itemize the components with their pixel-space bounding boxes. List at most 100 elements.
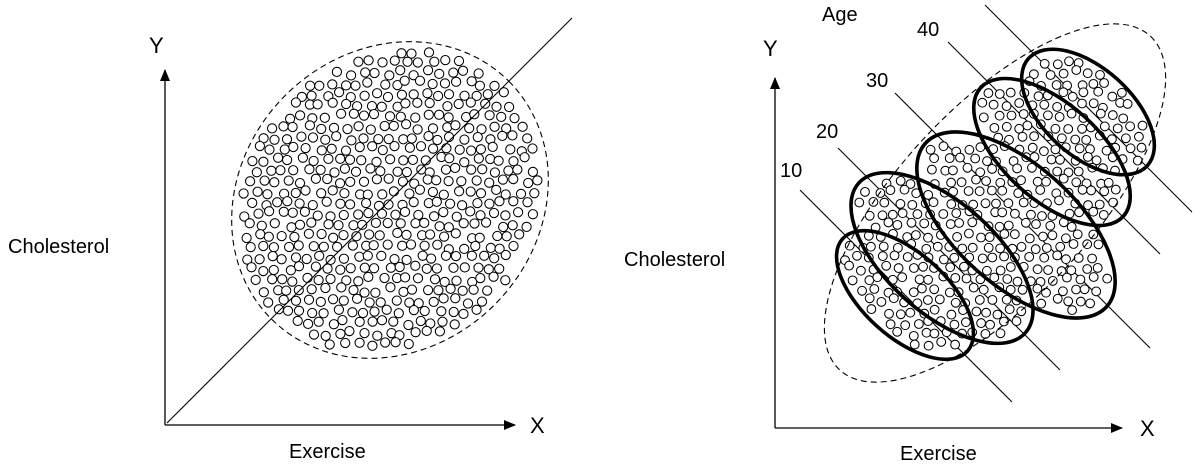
left-data-point — [428, 211, 440, 222]
left-data-point — [459, 134, 470, 145]
left-data-point — [368, 263, 380, 274]
right-data-point — [1094, 199, 1105, 210]
right-data-point — [1038, 231, 1048, 242]
left-data-point — [408, 89, 419, 100]
right-data-point — [1026, 209, 1036, 220]
right-data-point — [895, 198, 906, 209]
left-data-point — [432, 239, 443, 250]
left-data-point — [507, 130, 518, 141]
right-data-point — [884, 308, 894, 319]
right-data-point — [1020, 217, 1031, 228]
right-data-point — [1088, 78, 1099, 89]
left-data-point — [419, 240, 430, 251]
right-data-point — [1066, 108, 1077, 119]
left-data-point — [473, 68, 484, 79]
left-data-point — [383, 199, 394, 210]
left-data-point — [438, 231, 450, 242]
right-data-point — [1107, 91, 1118, 102]
right-data-point — [869, 284, 880, 294]
right-data-point — [1005, 262, 1016, 272]
left-data-point — [302, 272, 313, 284]
left-data-point — [389, 140, 400, 152]
left-data-point — [310, 173, 322, 184]
right-data-point — [1088, 98, 1099, 109]
right-data-point — [991, 198, 1001, 209]
right-y-variable-label: Cholesterol — [624, 249, 725, 271]
left-data-point — [266, 165, 277, 176]
right-data-point — [1079, 284, 1090, 295]
right-data-point — [961, 273, 972, 284]
left-data-point — [377, 144, 388, 156]
left-data-point — [399, 75, 410, 86]
left-data-point — [427, 123, 439, 134]
right-data-point — [1039, 99, 1050, 110]
right-data-point — [960, 317, 971, 328]
left-data-point — [459, 262, 470, 273]
left-data-point — [485, 153, 496, 165]
right-data-point — [1088, 206, 1099, 217]
left-data-point — [440, 250, 452, 261]
left-data-point — [385, 262, 397, 273]
right-data-point — [897, 272, 908, 283]
left-data-point — [424, 97, 435, 109]
left-data-point — [527, 143, 538, 154]
left-data-point — [359, 90, 370, 101]
right-data-point — [1091, 286, 1102, 297]
right-data-point — [921, 243, 932, 254]
left-data-point — [282, 196, 293, 207]
left-data-point — [450, 228, 461, 239]
right-data-point — [1022, 120, 1033, 131]
left-data-point — [465, 145, 477, 156]
right-data-point — [1075, 296, 1086, 307]
left-data-point — [358, 110, 370, 121]
left-data-point — [476, 296, 488, 307]
right-data-point — [902, 252, 913, 262]
right-data-point — [866, 304, 877, 315]
left-data-point — [448, 67, 459, 78]
left-data-point — [457, 285, 468, 296]
left-data-point — [401, 166, 413, 178]
left-data-point — [403, 338, 414, 350]
left-data-point — [338, 253, 350, 264]
age-group-title: Age — [822, 4, 858, 26]
age-group-20-ellipse — [849, 170, 1035, 346]
left-data-point — [327, 294, 339, 305]
left-data-point — [475, 272, 486, 284]
left-data-point — [450, 250, 462, 262]
left-data-point — [412, 97, 423, 108]
right-data-point — [1060, 233, 1071, 244]
right-data-point — [892, 326, 903, 337]
left-data-point — [331, 241, 343, 253]
right-data-point — [992, 309, 1003, 320]
left-data-point — [475, 210, 486, 221]
right-data-point — [1041, 287, 1051, 298]
left-data-point — [269, 177, 280, 188]
right-data-point — [1068, 239, 1079, 249]
right-data-point — [1067, 305, 1078, 316]
left-data-point — [523, 177, 534, 189]
right-data-point — [950, 339, 961, 350]
right-data-point — [908, 263, 919, 273]
left-data-point — [319, 112, 330, 123]
right-data-point — [879, 197, 890, 208]
right-data-point — [1093, 239, 1104, 250]
left-data-point — [254, 254, 265, 265]
right-data-point — [1077, 184, 1088, 195]
left-data-point — [412, 124, 423, 135]
right-data-point — [1018, 109, 1029, 119]
left-population-cloud — [231, 41, 549, 359]
right-data-point — [932, 241, 943, 252]
right-data-point — [1103, 177, 1114, 188]
right-data-point — [1077, 123, 1088, 134]
left-data-point — [485, 242, 496, 254]
left-data-point — [373, 133, 384, 145]
left-data-point — [347, 307, 358, 318]
right-data-point — [929, 328, 940, 339]
right-data-point — [957, 243, 968, 254]
right-data-point — [854, 197, 865, 208]
right-data-point — [876, 296, 887, 307]
left-data-point — [384, 154, 396, 165]
right-data-point — [1136, 142, 1147, 153]
left-data-point — [312, 99, 323, 110]
